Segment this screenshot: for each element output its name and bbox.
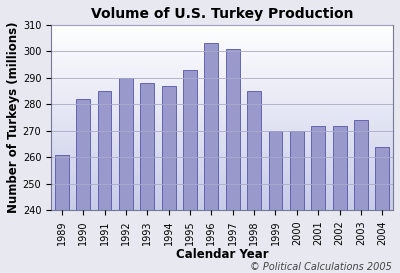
- X-axis label: Calendar Year: Calendar Year: [176, 248, 268, 261]
- Bar: [140, 83, 154, 210]
- Bar: [247, 91, 261, 210]
- Bar: [162, 86, 176, 210]
- Bar: [376, 147, 389, 210]
- Y-axis label: Number of Turkeys (millions): Number of Turkeys (millions): [7, 22, 20, 213]
- Bar: [226, 49, 240, 210]
- Bar: [98, 91, 112, 210]
- Bar: [76, 99, 90, 210]
- Bar: [333, 126, 346, 210]
- Bar: [55, 155, 69, 210]
- Title: Volume of U.S. Turkey Production: Volume of U.S. Turkey Production: [91, 7, 353, 21]
- Bar: [354, 120, 368, 210]
- Text: © Political Calculations 2005: © Political Calculations 2005: [250, 262, 392, 272]
- Bar: [290, 131, 304, 210]
- Bar: [268, 131, 282, 210]
- Bar: [119, 78, 133, 210]
- Bar: [204, 43, 218, 210]
- Bar: [311, 126, 325, 210]
- Bar: [183, 70, 197, 210]
